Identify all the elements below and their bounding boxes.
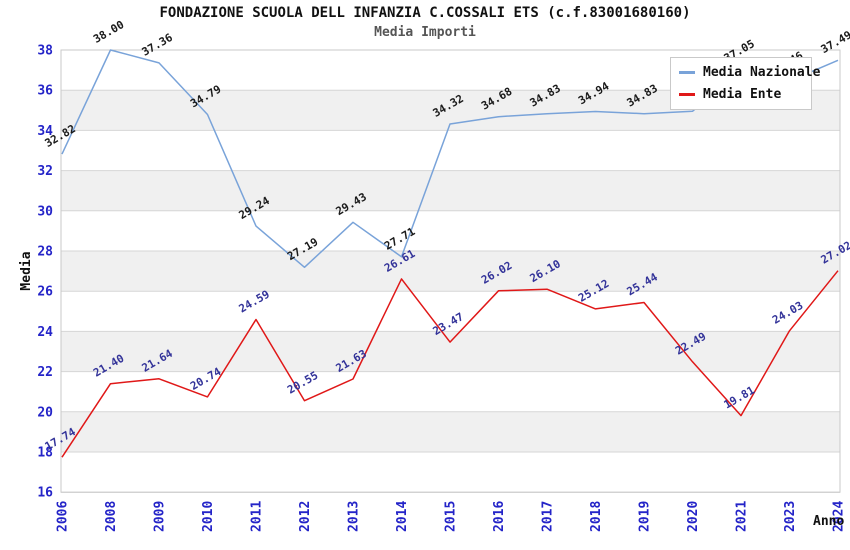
x-tick-label: 2014 bbox=[395, 501, 410, 532]
plot-band bbox=[61, 331, 840, 372]
legend: Media Nazionale Media Ente bbox=[670, 57, 820, 110]
x-tick-label: 2009 bbox=[153, 501, 168, 532]
x-tick-label: 2011 bbox=[250, 501, 265, 532]
legend-item-media-nazionale: Media Nazionale bbox=[679, 65, 820, 80]
y-tick-label: 36 bbox=[37, 84, 53, 99]
y-tick-label: 32 bbox=[37, 164, 53, 179]
legend-swatch-ente-icon bbox=[679, 93, 695, 96]
x-tick-label: 2020 bbox=[686, 501, 701, 532]
data-label: 19.81 bbox=[722, 383, 758, 411]
y-tick-label: 26 bbox=[37, 285, 53, 300]
y-tick-label: 38 bbox=[37, 44, 53, 59]
y-tick-label: 24 bbox=[37, 325, 53, 340]
x-tick-label: 2010 bbox=[201, 501, 216, 532]
legend-label-ente: Media Ente bbox=[703, 87, 782, 102]
x-tick-label: 2017 bbox=[541, 501, 556, 532]
y-axis-title: Media bbox=[19, 251, 34, 290]
plot-border bbox=[60, 49, 841, 493]
plot-band bbox=[61, 170, 840, 211]
x-tick-label: 2024 bbox=[832, 501, 847, 532]
x-tick-label: 2015 bbox=[444, 501, 459, 532]
chart-title: FONDAZIONE SCUOLA DELL INFANZIA C.COSSAL… bbox=[159, 5, 691, 21]
legend-label-nazionale: Media Nazionale bbox=[703, 65, 821, 80]
data-label: 24.59 bbox=[237, 288, 272, 316]
plot-band bbox=[61, 411, 840, 452]
data-label: 27.71 bbox=[382, 225, 418, 253]
y-tick-label: 18 bbox=[37, 446, 53, 461]
plot-band bbox=[61, 251, 840, 292]
x-tick-label: 2019 bbox=[638, 501, 653, 532]
x-tick-label: 2012 bbox=[298, 501, 313, 532]
data-label: 24.03 bbox=[770, 299, 805, 327]
x-tick-label: 2023 bbox=[783, 501, 798, 532]
series-line-media-ente bbox=[61, 270, 839, 458]
data-label: 20.55 bbox=[285, 369, 320, 397]
y-tick-label: 28 bbox=[37, 245, 53, 260]
x-tick-label: 2008 bbox=[104, 501, 119, 532]
x-tick-label: 2013 bbox=[347, 501, 362, 532]
x-tick-label: 2016 bbox=[492, 501, 507, 532]
y-tick-label: 30 bbox=[37, 204, 53, 219]
x-tick-label: 2018 bbox=[589, 501, 604, 532]
x-axis-title: Anno bbox=[813, 514, 844, 529]
chart-subtitle: Media Importi bbox=[374, 25, 476, 40]
legend-item-media-ente: Media Ente bbox=[679, 87, 803, 102]
legend-swatch-nazionale-icon bbox=[679, 71, 695, 74]
y-tick-label: 16 bbox=[37, 486, 53, 501]
x-tick-label: 2006 bbox=[56, 501, 71, 532]
x-tick-label: 2021 bbox=[735, 501, 750, 532]
y-tick-label: 34 bbox=[37, 124, 53, 139]
y-tick-label: 20 bbox=[37, 405, 53, 420]
y-tick-label: 22 bbox=[37, 365, 53, 380]
